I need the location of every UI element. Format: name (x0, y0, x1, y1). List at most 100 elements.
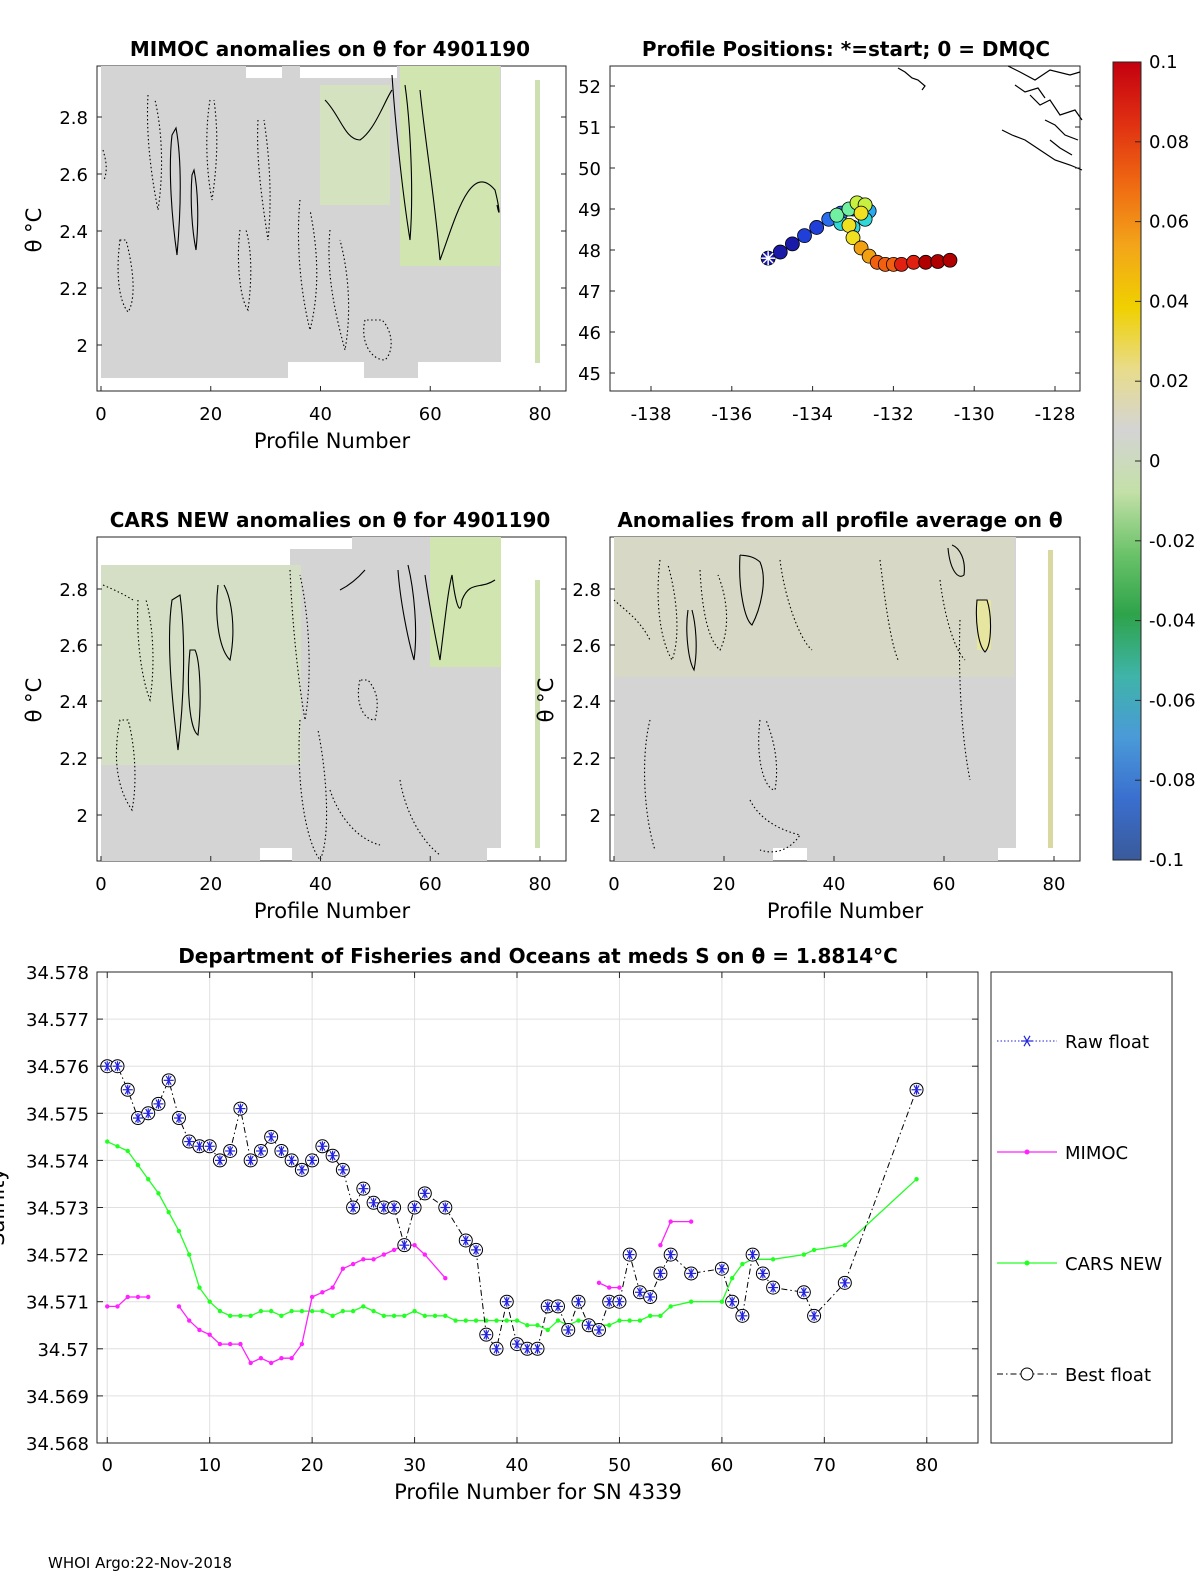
y-tick-label: 34.571 (26, 1293, 89, 1314)
anomaly-positive-tint (430, 537, 501, 667)
legend-marker-raw-float (1023, 1035, 1031, 1047)
legend-label: Best float (1065, 1365, 1151, 1386)
data-point-raw-float (389, 1202, 400, 1213)
track-point (894, 256, 909, 272)
data-point-cars-new (801, 1252, 807, 1257)
start-star-marker (761, 251, 776, 266)
track-point (797, 228, 812, 244)
y-tick-label: 48 (578, 241, 601, 262)
y-tick-label: 46 (578, 323, 601, 344)
data-point-raw-float (839, 1277, 850, 1288)
y-axis-ticks: 2.8 2.6 2.4 2.2 2 (59, 108, 566, 357)
data-point-cars-new (770, 1257, 776, 1262)
track-point (942, 252, 958, 268)
anomaly-field (101, 848, 260, 861)
anomaly-field (101, 66, 246, 78)
anomaly-positive-tint (101, 565, 301, 765)
x-tick-label: 20 (199, 874, 222, 895)
colorbar-tick-label: 0.1 (1149, 52, 1178, 73)
y-tick-label: 34.569 (26, 1387, 89, 1408)
y-tick-label: 52 (578, 77, 601, 98)
data-point-raw-float (245, 1155, 256, 1166)
data-point-cars-new (811, 1247, 817, 1253)
y-tick-label: 2.2 (572, 749, 601, 770)
data-point-mimoc (299, 1341, 305, 1347)
data-point-raw-float (460, 1235, 471, 1246)
x-tick-label: 0 (95, 874, 106, 895)
panel-title: Anomalies from all profile average on θ (617, 508, 1062, 532)
track-point (772, 244, 788, 260)
data-point-cars-new (514, 1318, 520, 1323)
data-point-cars-new (555, 1318, 561, 1323)
y-tick-label: 2.4 (59, 222, 88, 243)
track-point (829, 207, 845, 223)
colorbar-ticks: 0.1 0.08 0.06 0.04 0.02 0 -0.02 -0.04 -0.06 -0.08… (1135, 52, 1196, 871)
data-point-cars-new (473, 1318, 479, 1323)
anomaly-contour-dotted (613, 559, 971, 853)
data-point-mimoc (596, 1280, 602, 1286)
data-point-cars-new (842, 1242, 848, 1248)
data-point-cars-new (156, 1191, 161, 1196)
data-point-cars-new (607, 1323, 612, 1328)
legend-box (990, 971, 1173, 1444)
legend-label: MIMOC (1065, 1143, 1128, 1164)
data-point-mimoc (340, 1266, 346, 1271)
x-axis-label: Profile Number (254, 899, 411, 923)
data-point-raw-float (522, 1343, 533, 1354)
missing-data-gap (288, 362, 364, 378)
data-point-cars-new (289, 1308, 294, 1314)
data-point-cars-new (494, 1318, 499, 1323)
x-tick-label: 60 (419, 874, 442, 895)
anomaly-contour-solid (686, 544, 992, 672)
data-point-raw-float (296, 1164, 307, 1175)
data-point-mimoc (115, 1304, 120, 1309)
data-point-mimoc (238, 1341, 243, 1347)
data-point-raw-float (798, 1287, 809, 1298)
data-point-raw-float (112, 1061, 123, 1072)
data-point-mimoc (443, 1275, 448, 1281)
data-point-raw-float (471, 1244, 482, 1255)
data-point-raw-float (747, 1249, 758, 1260)
data-point-raw-float (348, 1202, 359, 1213)
anomaly-field (282, 66, 300, 78)
data-point-cars-new (135, 1162, 141, 1168)
legend-marker-cars-new (1024, 1260, 1030, 1266)
data-point-raw-float (132, 1113, 143, 1124)
legend-label: Raw float (1065, 1032, 1149, 1053)
y-tick-label: 49 (578, 200, 601, 221)
y-tick-label: 2.8 (59, 580, 88, 601)
data-point-raw-float (645, 1291, 656, 1302)
data-point-raw-float (440, 1202, 451, 1213)
y-tick-label: 50 (578, 159, 601, 180)
data-point-cars-new (391, 1313, 397, 1319)
x-tick-label: 0 (95, 404, 106, 425)
data-point-cars-new (412, 1308, 417, 1314)
missing-data-gap (418, 362, 501, 378)
anomaly-contour-solid (169, 74, 500, 261)
data-point-cars-new (668, 1304, 673, 1309)
y-axis-label: θ °C (22, 208, 46, 253)
coastline (897, 65, 1083, 171)
data-point-raw-float (327, 1150, 338, 1161)
data-point-raw-float (583, 1320, 594, 1331)
y-axis-ticks: 2.8 2.6 2.4 2.2 2 (572, 580, 1080, 827)
data-point-mimoc (391, 1247, 397, 1253)
x-axis-ticks: 0 20 40 60 80 (608, 856, 1065, 895)
legend-item: MIMOC (997, 1143, 1128, 1164)
x-axis-ticks: 0 10 20 30 40 50 60 70 80 (102, 972, 938, 1476)
data-point-raw-float (173, 1113, 184, 1124)
data-point-cars-new (268, 1308, 274, 1314)
x-axis-label: Profile Number (767, 899, 924, 923)
data-point-cars-new (248, 1313, 253, 1319)
data-point-mimoc (607, 1285, 612, 1290)
y-axis-label: Salinity (0, 1168, 9, 1246)
x-tick-label: 40 (506, 1455, 529, 1476)
data-point-cars-new (422, 1313, 428, 1319)
data-point-mimoc (258, 1356, 264, 1361)
x-tick-label: 0 (102, 1455, 113, 1476)
chart-title: Department of Fisheries and Oceans at me… (178, 944, 898, 968)
data-point-raw-float (378, 1202, 389, 1213)
y-tick-label: 34.577 (26, 1010, 89, 1031)
colorbar-tick-label: -0.04 (1149, 611, 1196, 632)
data-point-mimoc (617, 1285, 622, 1290)
